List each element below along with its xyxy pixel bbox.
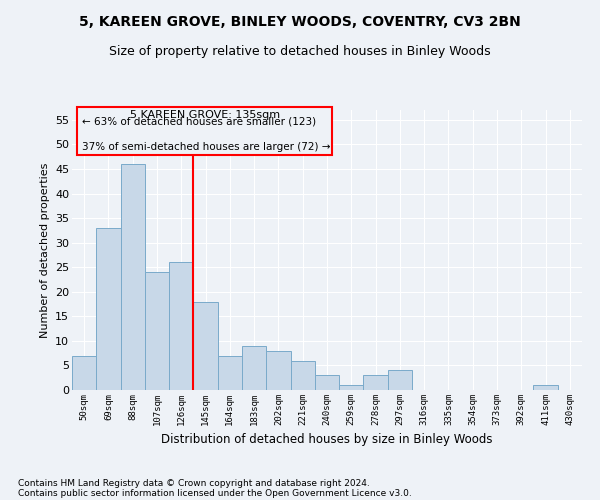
- FancyBboxPatch shape: [77, 107, 332, 155]
- Text: Size of property relative to detached houses in Binley Woods: Size of property relative to detached ho…: [109, 45, 491, 58]
- Bar: [364, 376, 388, 390]
- Text: ← 63% of detached houses are smaller (123): ← 63% of detached houses are smaller (12…: [82, 117, 316, 127]
- Bar: [218, 356, 242, 390]
- Text: 5, KAREEN GROVE, BINLEY WOODS, COVENTRY, CV3 2BN: 5, KAREEN GROVE, BINLEY WOODS, COVENTRY,…: [79, 15, 521, 29]
- Bar: [96, 228, 121, 390]
- Bar: [533, 385, 558, 390]
- Bar: [339, 385, 364, 390]
- Bar: [266, 350, 290, 390]
- Bar: [388, 370, 412, 390]
- Text: Contains public sector information licensed under the Open Government Licence v3: Contains public sector information licen…: [18, 488, 412, 498]
- Bar: [145, 272, 169, 390]
- Text: 37% of semi-detached houses are larger (72) →: 37% of semi-detached houses are larger (…: [82, 142, 331, 152]
- Y-axis label: Number of detached properties: Number of detached properties: [40, 162, 50, 338]
- Text: 5 KAREEN GROVE: 135sqm: 5 KAREEN GROVE: 135sqm: [130, 110, 280, 120]
- X-axis label: Distribution of detached houses by size in Binley Woods: Distribution of detached houses by size …: [161, 434, 493, 446]
- Bar: [315, 376, 339, 390]
- Bar: [193, 302, 218, 390]
- Bar: [121, 164, 145, 390]
- Text: Contains HM Land Registry data © Crown copyright and database right 2024.: Contains HM Land Registry data © Crown c…: [18, 478, 370, 488]
- Bar: [72, 356, 96, 390]
- Bar: [242, 346, 266, 390]
- Bar: [169, 262, 193, 390]
- Bar: [290, 360, 315, 390]
